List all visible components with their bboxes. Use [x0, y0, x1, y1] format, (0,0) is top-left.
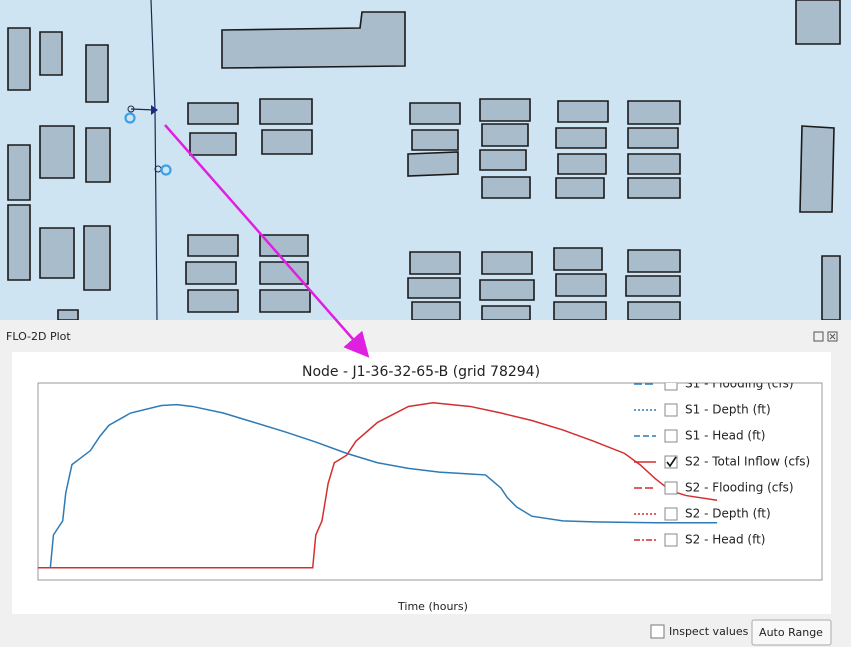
legend: S1 - Flooding (cfs) S1 - Depth (ft) S1 - H… [634, 377, 810, 547]
legend-checkbox[interactable] [664, 378, 678, 391]
legend-label: S2 - Head (ft) [685, 533, 765, 547]
legend-label: S2 - Total Inflow (cfs) [685, 455, 810, 469]
inspect-label: Inspect values [669, 625, 749, 638]
series-line [38, 401, 718, 569]
inspect-checkbox[interactable] [650, 624, 665, 639]
legend-check [666, 456, 677, 468]
plot-area [37, 382, 823, 581]
annotation-arrow [164, 124, 370, 358]
legend-label: S2 - Flooding (cfs) [685, 481, 794, 495]
legend-label: S2 - Depth (ft) [685, 507, 771, 521]
buildings [7, 0, 841, 320]
map-canvas[interactable] [0, 0, 851, 320]
series-line [38, 403, 718, 569]
close-button[interactable] [827, 331, 838, 342]
close-icon [829, 333, 836, 340]
legend-checkbox[interactable] [664, 533, 678, 547]
legend-label: S1 - Flooding (cfs) [685, 377, 794, 391]
float-button[interactable] [813, 331, 824, 342]
legend-checkbox[interactable] [664, 403, 678, 417]
auto-range-button[interactable] [751, 619, 832, 646]
legend-checkbox[interactable] [664, 429, 678, 443]
legend-checkbox[interactable] [664, 507, 678, 521]
storm-drain-network [124, 0, 172, 320]
chart-title: Node - J1-36-32-65-B (grid 78294) [302, 364, 540, 380]
panel-title: FLO-2D Plot [6, 330, 71, 343]
x-axis-label: Time (hours) [397, 600, 468, 613]
legend-checkbox[interactable] [664, 481, 678, 495]
series-lines [38, 401, 718, 569]
legend-label: S1 - Head (ft) [685, 429, 765, 443]
auto-range-label: Auto Range [759, 626, 823, 639]
legend-label: S1 - Depth (ft) [685, 403, 771, 417]
